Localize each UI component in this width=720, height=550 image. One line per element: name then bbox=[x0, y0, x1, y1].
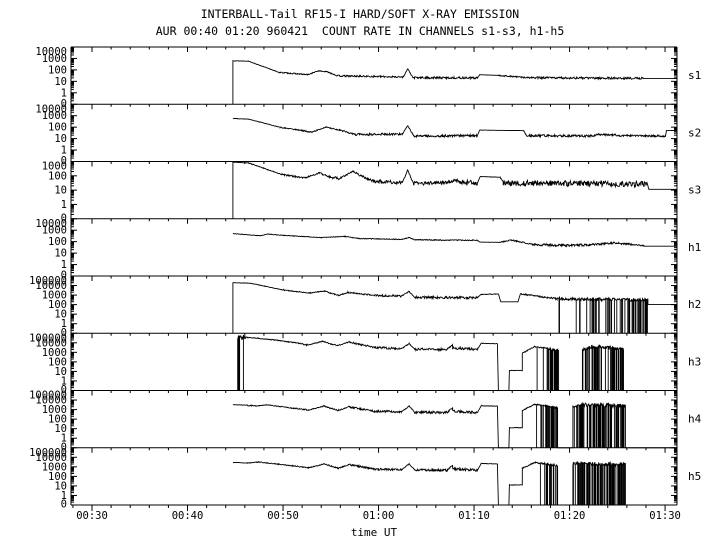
y-tick-label: 0 bbox=[61, 212, 67, 224]
data-trace-h5 bbox=[232, 460, 677, 506]
data-trace-s2 bbox=[232, 117, 677, 139]
y-tick-label: 10000 bbox=[35, 395, 67, 407]
data-traces bbox=[232, 60, 677, 506]
y-tick-label: 100 bbox=[48, 170, 67, 182]
y-tick-label: 100000 bbox=[29, 447, 67, 459]
x-tick-label: 01:20 bbox=[554, 510, 586, 522]
y-tick-label: 1000 bbox=[42, 225, 67, 237]
y-tick-label: 1 bbox=[61, 490, 67, 502]
y-tick-label: 1 bbox=[61, 433, 67, 445]
y-tick-label: 0 bbox=[61, 98, 67, 110]
y-tick-label: 100000 bbox=[29, 332, 67, 344]
y-tick-label: 10000 bbox=[35, 46, 67, 58]
y-tick-label: 10 bbox=[54, 423, 67, 435]
chart-subtitle: AUR 00:40 01:20 960421 COUNT RATE IN CHA… bbox=[155, 24, 565, 38]
data-trace-h3 bbox=[237, 334, 677, 391]
data-trace-s1 bbox=[232, 60, 677, 105]
channel-label-h4: h4 bbox=[688, 413, 702, 426]
y-tick-label: 100 bbox=[48, 64, 67, 76]
channel-label-h3: h3 bbox=[688, 355, 701, 368]
y-tick-label: 1 bbox=[61, 87, 67, 99]
axis-labels: 1000010001001010s11000010001001010s21000… bbox=[29, 46, 702, 539]
y-tick-label: 10000 bbox=[35, 337, 67, 349]
data-trace-h1 bbox=[232, 233, 677, 248]
x-tick-label: 00:50 bbox=[267, 510, 299, 522]
y-tick-label: 100 bbox=[48, 299, 67, 311]
x-tick-label: 00:40 bbox=[172, 510, 204, 522]
y-tick-label: 100 bbox=[48, 356, 67, 368]
y-tick-label: 10 bbox=[54, 185, 67, 197]
y-tick-label: 10 bbox=[54, 76, 67, 88]
channel-label-s1: s1 bbox=[688, 69, 701, 82]
y-tick-label: 0 bbox=[61, 384, 67, 396]
channel-label-h1: h1 bbox=[688, 241, 701, 254]
x-tick-label: 00:30 bbox=[76, 510, 108, 522]
y-tick-label: 100000 bbox=[29, 390, 67, 402]
y-tick-label: 0 bbox=[61, 155, 67, 167]
y-tick-label: 100 bbox=[48, 471, 67, 483]
y-tick-label: 1 bbox=[61, 259, 67, 271]
y-tick-label: 1000 bbox=[42, 110, 67, 122]
y-tick-label: 0 bbox=[61, 499, 67, 511]
x-tick-label: 01:00 bbox=[363, 510, 395, 522]
y-tick-label: 10 bbox=[54, 133, 67, 145]
axis-ticks bbox=[71, 46, 677, 511]
y-tick-label: 10 bbox=[54, 309, 67, 321]
x-tick-label: 01:10 bbox=[458, 510, 490, 522]
y-tick-label: 1000 bbox=[42, 461, 67, 473]
y-tick-label: 10000 bbox=[35, 218, 67, 230]
y-tick-label: 0 bbox=[61, 270, 67, 282]
channel-label-h2: h2 bbox=[688, 298, 701, 311]
channel-label-s2: s2 bbox=[688, 126, 701, 139]
y-tick-label: 1000 bbox=[42, 290, 67, 302]
y-tick-label: 10000 bbox=[35, 280, 67, 292]
y-tick-label: 100 bbox=[48, 414, 67, 426]
y-tick-label: 10 bbox=[54, 366, 67, 378]
y-tick-label: 1000 bbox=[42, 404, 67, 416]
data-trace-h2 bbox=[232, 282, 677, 334]
y-tick-label: 1 bbox=[61, 375, 67, 387]
x-tick-label: 01:30 bbox=[649, 510, 681, 522]
y-tick-label: 1 bbox=[61, 145, 67, 157]
plot-frame bbox=[70, 46, 678, 506]
y-tick-label: 100 bbox=[48, 122, 67, 134]
y-tick-label: 1000 bbox=[42, 161, 67, 173]
y-tick-label: 100000 bbox=[29, 275, 67, 287]
data-trace-h4 bbox=[232, 402, 677, 449]
y-tick-label: 0 bbox=[61, 441, 67, 453]
data-trace-s3 bbox=[232, 161, 677, 219]
y-tick-label: 0 bbox=[61, 327, 67, 339]
x-axis-title: time UT bbox=[351, 526, 398, 539]
y-tick-label: 1 bbox=[61, 318, 67, 330]
y-tick-label: 10 bbox=[54, 248, 67, 260]
y-tick-label: 100 bbox=[48, 236, 67, 248]
y-tick-label: 10000 bbox=[35, 103, 67, 115]
y-tick-label: 10000 bbox=[35, 452, 67, 464]
y-tick-label: 1000 bbox=[42, 53, 67, 65]
y-tick-label: 10 bbox=[54, 480, 67, 492]
channel-label-h5: h5 bbox=[688, 470, 701, 483]
chart-title: INTERBALL-Tail RF15-I HARD/SOFT X-RAY EM… bbox=[200, 7, 520, 21]
channel-label-s3: s3 bbox=[688, 184, 701, 197]
y-tick-label: 1 bbox=[61, 199, 67, 211]
y-tick-label: 1000 bbox=[42, 347, 67, 359]
